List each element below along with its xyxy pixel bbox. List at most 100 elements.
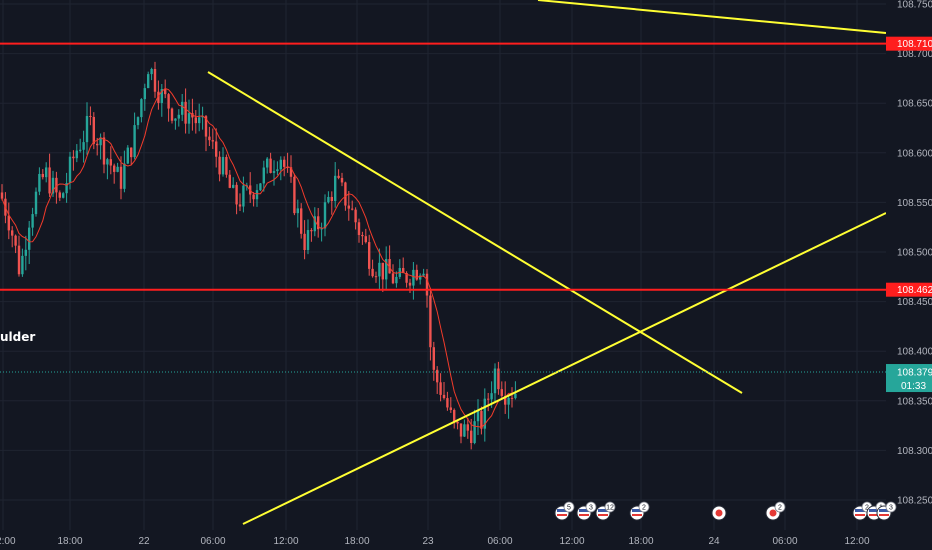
candle-body (334, 175, 337, 201)
candle-body (446, 398, 449, 408)
candle-body (381, 262, 384, 280)
price-axis-ticks: 108.750 108.700 108.650 108.600 108.550 108.5… (897, 0, 932, 507)
candle-body (143, 88, 146, 100)
flag-icon-stripe (632, 514, 642, 516)
flag-icon-stripe (855, 509, 865, 512)
candle-body (55, 177, 58, 193)
candle-body (395, 276, 398, 284)
candle-body (408, 282, 412, 286)
event-badge-count: 12 (606, 505, 614, 512)
candle-body (368, 242, 371, 269)
candle-body (422, 273, 425, 276)
candle-body (232, 184, 235, 188)
current-price-label: 108.379 01:33 (886, 364, 932, 393)
flag-icon-stripe (632, 509, 642, 512)
candle-body (38, 173, 41, 192)
price-tick-label: 108.550 (897, 198, 932, 209)
candle-body (85, 115, 89, 143)
candles (0, 61, 517, 450)
current-price-box (886, 364, 932, 393)
event-marker[interactable]: 2 (765, 501, 786, 521)
candle-body (272, 171, 276, 173)
trend-line (537, 0, 887, 34)
time-axis-ticks: 12:00 18:00 22 06:00 12:00 18:00 23 06:00 12:00 1… (0, 536, 870, 547)
candle-body (215, 141, 218, 157)
candle-body (480, 411, 483, 429)
candle-body (276, 169, 279, 172)
candle-body (436, 369, 439, 383)
trend-lines (207, 0, 887, 525)
candle-body (238, 204, 242, 207)
event-marker[interactable]: 3 (576, 501, 597, 521)
candle-body (82, 142, 85, 150)
candle-body (514, 393, 517, 399)
candle-body (286, 166, 289, 168)
flag-icon-stripe (598, 514, 608, 516)
candle-body (130, 147, 133, 158)
time-tick-label: 22 (138, 536, 150, 547)
candle-body (378, 262, 381, 277)
flag-icon-stripe (579, 509, 589, 512)
candle-body (0, 192, 4, 199)
candle-body (456, 421, 459, 424)
flag-icon-stripe (557, 509, 567, 512)
candle-body (102, 137, 106, 165)
candle-body (17, 245, 21, 275)
candle-body (432, 347, 435, 370)
candle-body (177, 114, 180, 119)
candle-body (354, 209, 357, 223)
price-tick-label: 108.500 (897, 248, 932, 259)
countdown-timer: 01:33 (901, 381, 926, 392)
time-tick-label: 06:00 (487, 536, 512, 547)
event-marker[interactable]: 12 (595, 501, 616, 521)
candle-body (255, 190, 259, 200)
price-axis-panel[interactable] (886, 0, 932, 550)
candle-body (31, 214, 34, 228)
candle-body (473, 421, 476, 443)
candle-body (136, 117, 140, 126)
candle-body (58, 192, 61, 198)
candle-body (106, 159, 109, 165)
candle-body (337, 175, 340, 178)
candle-body (79, 149, 82, 151)
candle-body (405, 273, 408, 283)
level-label-box (886, 282, 932, 297)
candle-body (109, 159, 112, 166)
candle-body (483, 398, 486, 429)
pattern-annotation: ulder (0, 330, 35, 344)
event-dot (769, 509, 777, 517)
candle-body (361, 234, 364, 237)
candle-body (62, 193, 65, 198)
flag-icon-stripe (855, 514, 865, 516)
event-badge (885, 501, 897, 513)
event-marker[interactable]: 5 (554, 501, 575, 521)
event-markers[interactable]: 531222213 (554, 501, 897, 521)
event-marker[interactable]: 2 (852, 501, 873, 521)
candle-body (242, 185, 245, 207)
candle-body (449, 407, 452, 410)
flag-icon-stripe (879, 514, 889, 516)
candle-body (211, 140, 214, 142)
candle-body (208, 136, 211, 141)
candle-body (252, 194, 255, 200)
event-marker[interactable]: 3 (876, 501, 897, 521)
candle-body (497, 368, 500, 390)
event-dot (715, 509, 723, 517)
candle-body (45, 167, 48, 178)
candle-body (126, 147, 129, 164)
event-marker[interactable] (711, 505, 727, 521)
candle-body (164, 89, 167, 95)
time-tick-label: 12:00 (844, 536, 869, 547)
candle-body (371, 268, 374, 277)
event-marker[interactable]: 2 (629, 501, 650, 521)
event-badge (604, 501, 616, 513)
candle-body (68, 156, 72, 184)
candle-body (153, 69, 157, 92)
candle-body (310, 230, 313, 232)
candle-body (470, 430, 473, 443)
candle-body (187, 113, 191, 124)
level-label-text: 108.462 (897, 285, 932, 296)
candle-body (293, 176, 296, 214)
candle-body (402, 268, 405, 274)
